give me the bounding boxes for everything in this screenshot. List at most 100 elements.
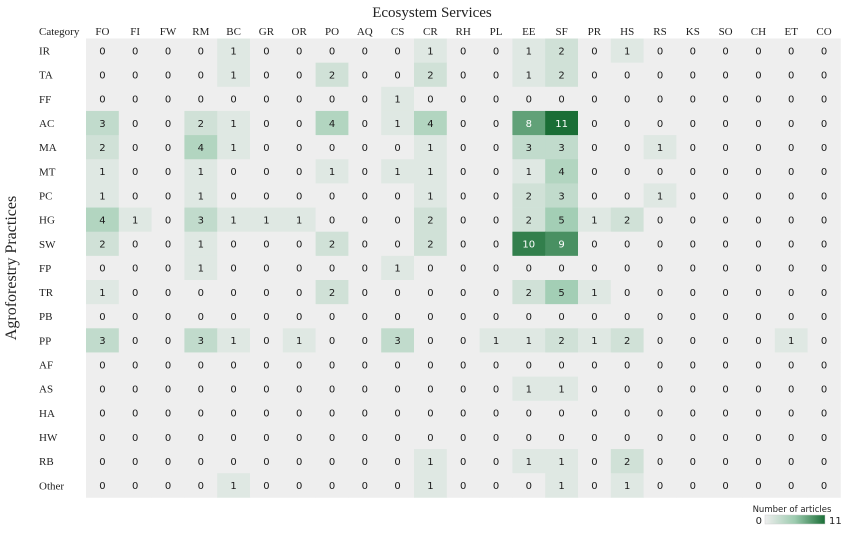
- cell-value-label: 0: [821, 360, 827, 371]
- cell-value-label: 0: [657, 71, 663, 82]
- cell-value-label: 0: [99, 264, 105, 275]
- heatmap-cell-as-hs: [610, 376, 644, 402]
- heatmap-cell-ir-cr: [414, 38, 448, 64]
- heatmap-cell-fp-cs: [381, 255, 415, 281]
- heatmap-cell-as-so: [709, 376, 743, 402]
- heatmap-cell-af-pl: [479, 352, 513, 377]
- cell-value-label: 0: [591, 481, 597, 492]
- heatmap-cell-rb-ks: [676, 449, 710, 474]
- heatmap-cell-other-aq: [348, 473, 382, 498]
- column-label-ee: EE: [522, 26, 536, 38]
- heatmap-cell-ir-et: [774, 38, 808, 64]
- cell-value-label: 0: [394, 457, 400, 468]
- heatmap-cell-ir-hs: [610, 38, 644, 64]
- cell-value-label: 0: [165, 240, 171, 251]
- heatmap-cell-ac-cr: [414, 110, 448, 136]
- cell-value-label: 0: [821, 119, 827, 130]
- heatmap-cell-mt-aq: [348, 159, 382, 184]
- cell-value-label: 0: [755, 46, 761, 57]
- cell-value-label: 0: [362, 360, 368, 371]
- heatmap-cell-rb-gr: [250, 449, 284, 474]
- heatmap-cell-af-ch: [742, 352, 776, 377]
- heatmap-cell-pc-et: [774, 183, 808, 208]
- heatmap-cell-mt-rs: [643, 159, 677, 184]
- cell-value-label: 0: [460, 191, 466, 202]
- heatmap-cell-ma-rs: [643, 135, 677, 160]
- heatmap-cell-af-cs: [381, 352, 415, 377]
- heatmap-cell-ta-co: [807, 62, 841, 88]
- cell-value-label: 0: [755, 167, 761, 178]
- heatmap-cell-pc-ch: [742, 183, 776, 208]
- cell-value-label: 1: [558, 384, 564, 395]
- cell-value-label: 0: [296, 384, 302, 395]
- heatmap-cell-rb-et: [774, 449, 808, 474]
- cell-value-label: 0: [460, 457, 466, 468]
- cell-value-label: 0: [132, 71, 138, 82]
- heatmap-cell-fp-aq: [348, 255, 382, 281]
- heatmap-cell-ac-rs: [643, 110, 677, 136]
- heatmap-cell-ha-rh: [446, 400, 480, 426]
- heatmap-cell-ac-rm: [184, 110, 218, 136]
- cell-value-label: 0: [493, 264, 499, 275]
- heatmap-cell-tr-po: [315, 280, 349, 305]
- heatmap-cell-ff-pl: [479, 86, 513, 112]
- heatmap-cell-other-cs: [381, 473, 415, 498]
- cell-value-label: 0: [624, 288, 630, 299]
- cell-value-label: 0: [165, 46, 171, 57]
- cell-value-label: 0: [821, 215, 827, 226]
- heatmap-cell-ta-fw: [151, 62, 185, 88]
- cell-value-label: 2: [526, 191, 532, 202]
- heatmap-cell-hw-rs: [643, 424, 677, 450]
- heatmap-cell-as-pr: [578, 376, 612, 402]
- cell-value-label: 0: [624, 409, 630, 420]
- cell-value-label: 0: [493, 119, 499, 130]
- heatmap-cell-ac-po: [315, 110, 349, 136]
- heatmap-cell-fp-gr: [250, 255, 284, 281]
- cell-value-label: 0: [263, 360, 269, 371]
- heatmap-cell-pb-fi: [118, 304, 152, 329]
- cell-value-label: 0: [755, 71, 761, 82]
- heatmap-cell-ha-rm: [184, 400, 218, 426]
- cell-value-label: 0: [624, 191, 630, 202]
- heatmap-cell-pc-ee: [512, 183, 546, 208]
- heatmap-cell-ff-or: [282, 86, 316, 112]
- heatmap-cell-hw-pr: [578, 424, 612, 450]
- cell-value-label: 11: [555, 119, 568, 130]
- cell-value-label: 0: [722, 409, 728, 420]
- cell-value-label: 1: [526, 167, 532, 178]
- heatmap-cell-af-bc: [217, 352, 251, 377]
- heatmap-cell-pb-or: [282, 304, 316, 329]
- cell-value-label: 0: [788, 481, 794, 492]
- colorbar-gradient: [764, 514, 826, 525]
- cell-value-label: 0: [362, 433, 368, 444]
- heatmap-cell-ir-cs: [381, 38, 415, 64]
- cell-value-label: 0: [493, 433, 499, 444]
- heatmap-cell-hw-or: [282, 424, 316, 450]
- heatmap-cell-fp-fi: [118, 255, 152, 281]
- heatmap-cell-pb-aq: [348, 304, 382, 329]
- heatmap-cell-ac-hs: [610, 110, 644, 136]
- heatmap-cell-ma-fw: [151, 135, 185, 160]
- cell-value-label: 0: [657, 360, 663, 371]
- heatmap-cell-pp-fo: [86, 328, 120, 353]
- heatmap-cell-ir-rs: [643, 38, 677, 64]
- cell-value-label: 0: [788, 240, 794, 251]
- cell-value-label: 0: [132, 360, 138, 371]
- cell-value-label: 0: [821, 384, 827, 395]
- heatmap-cell-rb-pr: [578, 449, 612, 474]
- heatmap-cell-tr-ks: [676, 280, 710, 305]
- cell-value-label: 0: [165, 215, 171, 226]
- cell-value-label: 0: [722, 167, 728, 178]
- cell-value-label: 2: [624, 457, 630, 468]
- heatmap-cell-af-fi: [118, 352, 152, 377]
- cell-value-label: 0: [493, 167, 499, 178]
- heatmap-cell-other-gr: [250, 473, 284, 498]
- cell-value-label: 1: [230, 46, 236, 57]
- corner-label: Category: [39, 26, 80, 38]
- cell-value-label: 0: [329, 457, 335, 468]
- cell-value-label: 0: [198, 312, 204, 323]
- heatmap-cell-af-hs: [610, 352, 644, 377]
- heatmap-cell-ma-ch: [742, 135, 776, 160]
- cell-value-label: 0: [722, 119, 728, 130]
- heatmap-cell-ac-ks: [676, 110, 710, 136]
